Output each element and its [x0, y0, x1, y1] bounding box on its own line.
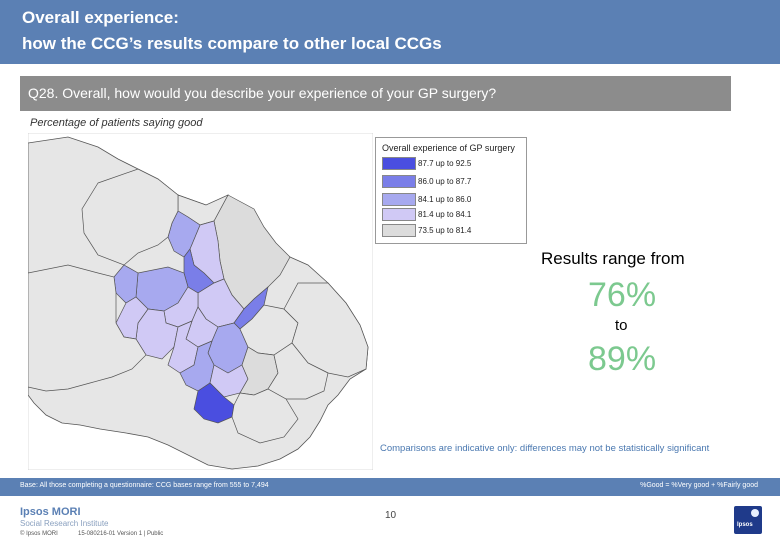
map-region-essex	[267, 342, 329, 400]
legend-swatch	[382, 208, 416, 221]
map-region-south-east	[231, 388, 299, 444]
badge-dot	[751, 509, 759, 517]
page-title-line2: how the CCG’s results compare to other l…	[22, 34, 442, 53]
legend-label: 84.1 up to 86.0	[418, 195, 472, 204]
title-bar: Overall experience: how the CCG’s result…	[0, 0, 780, 64]
legend-label: 86.0 up to 87.7	[418, 177, 472, 186]
question-text: Q28. Overall, how would you describe you…	[28, 85, 497, 101]
base-note: Base: All those completing a questionnai…	[20, 482, 269, 489]
map-subtitle: Percentage of patients saying good	[30, 117, 203, 129]
question-bar: Q28. Overall, how would you describe you…	[20, 76, 731, 111]
ccg-map	[28, 133, 373, 470]
caveat-note: Comparisons are indicative only: differe…	[380, 443, 710, 454]
ipsos-badge-icon: Ipsos	[734, 506, 762, 534]
legend-swatch	[382, 224, 416, 237]
copyright: © Ipsos MORI	[20, 531, 58, 537]
legend-item: 86.0 up to 87.7	[382, 175, 520, 189]
map-region-wales	[28, 264, 147, 392]
legend-item: 87.7 up to 92.5	[382, 157, 520, 171]
badge-text: Ipsos	[737, 522, 753, 528]
results-low-value: 76%	[588, 276, 657, 314]
page-title-line1: Overall experience:	[22, 8, 179, 27]
legend-item: 84.1 up to 86.0	[382, 193, 520, 207]
results-to-label: to	[615, 317, 628, 334]
map-legend: Overall experience of GP surgery 87.7 up…	[375, 137, 527, 244]
results-high-value: 89%	[588, 340, 657, 378]
good-definition-note: %Good = %Very good + %Fairly good	[640, 482, 758, 489]
legend-item: 81.4 up to 84.1	[382, 208, 520, 222]
ipsos-mori-logo: Ipsos MORI	[20, 506, 81, 518]
footer-bar: Base: All those completing a questionnai…	[0, 478, 780, 496]
legend-swatch	[382, 175, 416, 188]
logo-subtitle: Social Research Institute	[20, 519, 109, 528]
legend-title: Overall experience of GP surgery	[382, 143, 515, 153]
legend-swatch	[382, 157, 416, 170]
legend-label: 81.4 up to 84.1	[418, 210, 472, 219]
results-range-label: Results range from	[541, 249, 685, 268]
legend-label: 73.5 up to 81.4	[418, 226, 472, 235]
map-region-yorkshire	[81, 168, 179, 266]
legend-label: 87.7 up to 92.5	[418, 159, 472, 168]
legend-item: 73.5 up to 81.4	[382, 224, 520, 238]
version-label: 15-080216-01 Version 1 | Public	[78, 531, 164, 537]
legend-swatch	[382, 193, 416, 206]
page-number: 10	[385, 510, 397, 521]
